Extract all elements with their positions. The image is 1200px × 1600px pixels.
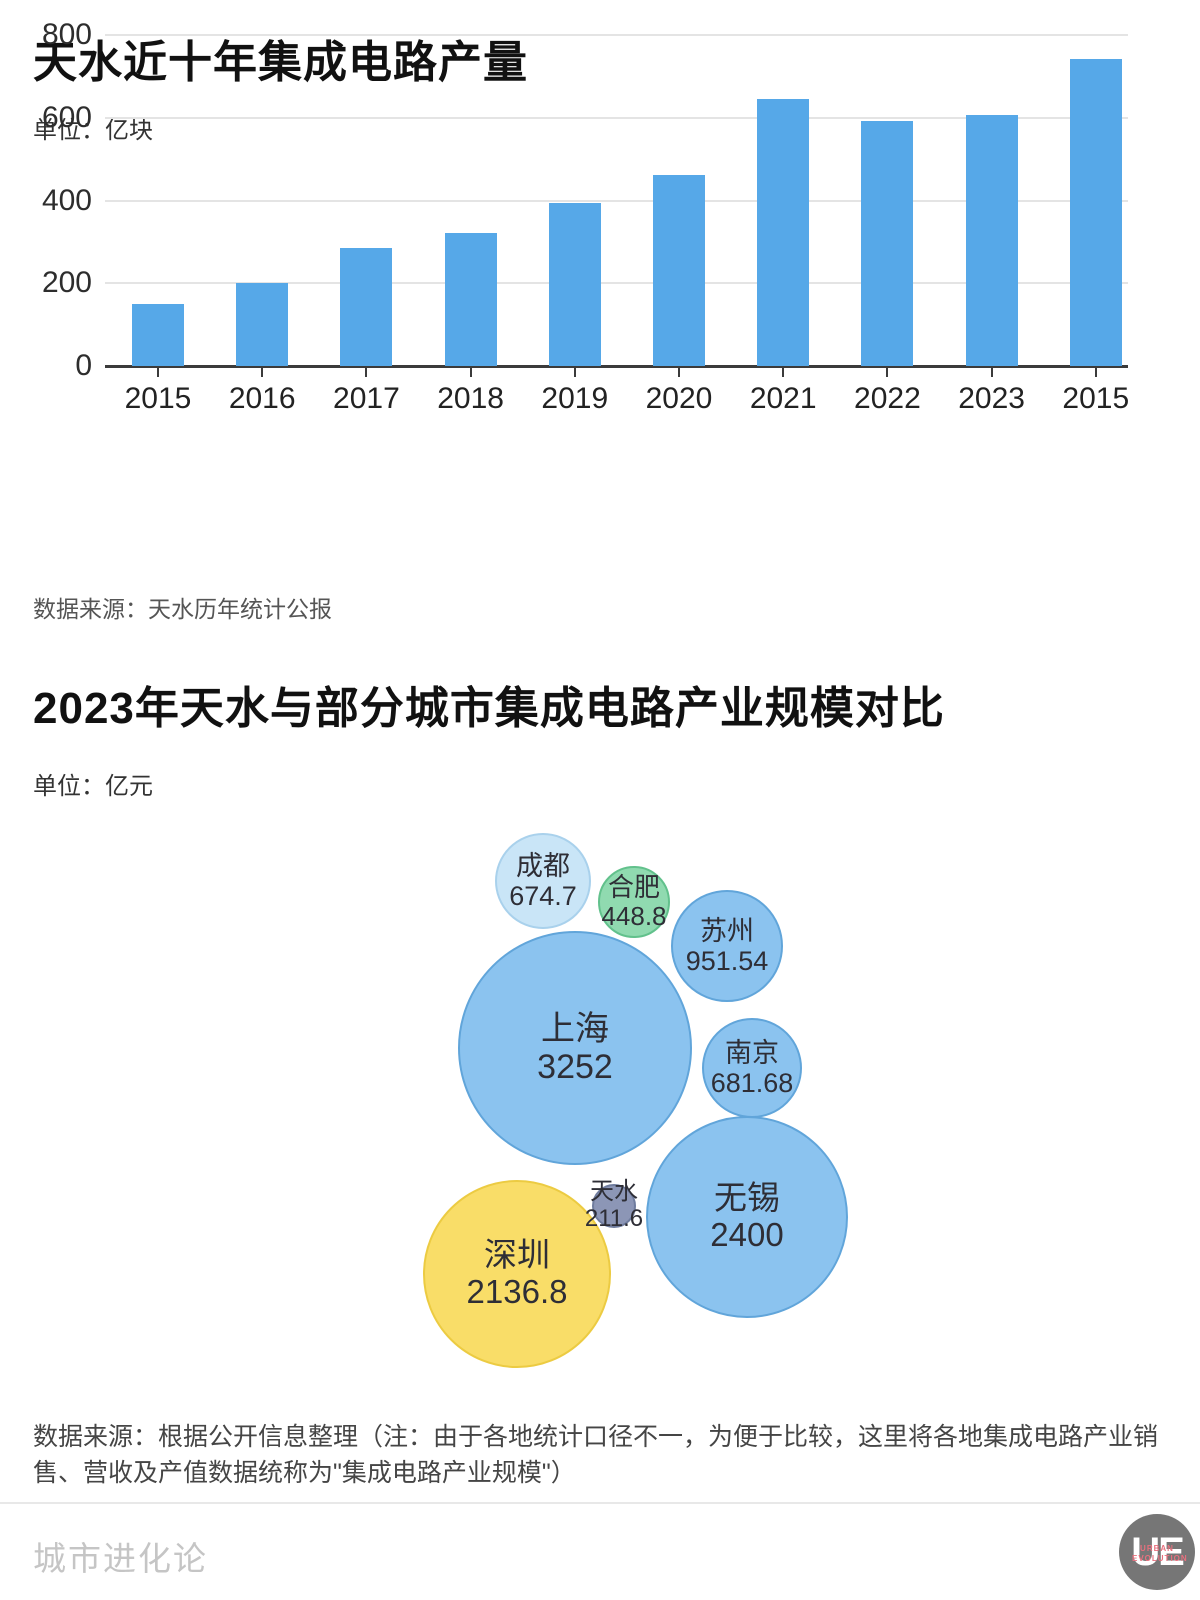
bubble-value: 211.6 [584, 1205, 644, 1232]
brand-logo-icon: UE URBAN EVOLUTION [1119, 1514, 1195, 1590]
bar [132, 303, 184, 366]
bubble-name: 上海 [541, 1009, 609, 1048]
x-tick-label: 2016 [228, 382, 296, 415]
x-axis-tick [886, 368, 889, 377]
chart1-unit: 单位：亿块 [33, 117, 153, 144]
x-tick-label: 2022 [854, 382, 921, 415]
bubble: 成都 674.7 [495, 833, 591, 929]
x-axis-tick [469, 368, 472, 377]
chart1-title: 天水近十年集成电路产量 [33, 38, 528, 87]
x-axis-line [105, 365, 1128, 368]
y-tick-label: 200 [41, 266, 92, 300]
x-tick-label: 2019 [541, 382, 609, 415]
bubble: 深圳 2136.8 [423, 1180, 611, 1368]
y-grid-line [105, 282, 1128, 285]
bubble: 合肥 448.8 [598, 866, 670, 938]
bubble-name: 成都 [516, 850, 570, 881]
bubble: 南京 681.68 [702, 1018, 802, 1118]
y-tick-label: 400 [41, 183, 92, 217]
chart2-unit: 单位：亿元 [33, 773, 153, 800]
bubble-name: 南京 [725, 1037, 779, 1068]
x-tick-label: 2021 [749, 382, 817, 415]
y-grid-line [105, 34, 1128, 36]
x-tick-label: 2015 [124, 382, 192, 415]
logo-letters-ue: UE [1131, 1529, 1185, 1574]
bubble-name: 深圳 [484, 1236, 550, 1274]
bar [444, 233, 497, 366]
x-axis-tick [678, 368, 680, 377]
bar-chart: 0 200 400 600 800 2015 2016 2017 2018 2019 2020 202… [0, 0, 1200, 430]
x-axis-tick [1094, 368, 1097, 377]
footer-divider [0, 1502, 1200, 1504]
y-grid-line [105, 199, 1128, 202]
bar [548, 202, 601, 366]
y-tick-label: 600 [41, 100, 92, 134]
bubble-value: 681.68 [710, 1068, 794, 1098]
bubble-value: 448.8 [601, 901, 667, 931]
bubble-name: 无锡 [714, 1179, 780, 1217]
bar [653, 174, 705, 366]
bar [757, 98, 810, 366]
bubble-name: 苏州 [700, 915, 754, 946]
bubble-value: 3252 [537, 1048, 613, 1086]
x-tick-label: 2020 [645, 382, 713, 415]
bubble: 苏州 951.54 [671, 890, 783, 1002]
x-axis-tick [157, 368, 159, 377]
brand-text: 城市进化论 [33, 1540, 208, 1577]
bubble: 天水 211.6 [585, 1178, 643, 1232]
logo-subtext: URBAN EVOLUTION [1132, 1544, 1188, 1563]
chart2-title: 2023年天水与部分城市集成电路产业规模对比 [33, 684, 945, 733]
bar [236, 283, 289, 366]
x-axis-tick [573, 368, 576, 377]
x-tick-label: 2018 [437, 382, 504, 415]
x-tick-label: 2015 [1062, 382, 1130, 415]
bar [340, 248, 393, 366]
bar [861, 121, 914, 366]
bubble-value: 951.54 [685, 946, 769, 976]
bubble-value: 2400 [710, 1216, 784, 1253]
x-axis-tick [782, 368, 785, 377]
chart1-source: 数据来源：天水历年统计公报 [33, 596, 332, 622]
bubble: 无锡 2400 [646, 1116, 848, 1318]
y-tick-label: 800 [41, 18, 92, 51]
bubble-name: 合肥 [607, 871, 660, 902]
footer-note: 数据来源：根据公开信息整理（注：由于各地统计口径不一，为便于比较，这里将各地集成… [33, 1423, 1159, 1487]
x-axis-tick [261, 368, 264, 377]
y-tick-label: 0 [75, 349, 92, 382]
bubble-value: 2136.8 [466, 1273, 568, 1310]
bubble: 上海 3252 [458, 931, 692, 1165]
bar [1069, 59, 1122, 366]
bubble-name: 天水 [590, 1178, 638, 1206]
bar [965, 114, 1018, 366]
x-axis-tick [365, 368, 368, 377]
y-grid-line [105, 116, 1128, 119]
x-tick-label: 2017 [333, 382, 400, 415]
bubble-value: 674.7 [509, 881, 577, 911]
x-axis-tick [990, 368, 993, 377]
x-tick-label: 2023 [958, 382, 1025, 415]
